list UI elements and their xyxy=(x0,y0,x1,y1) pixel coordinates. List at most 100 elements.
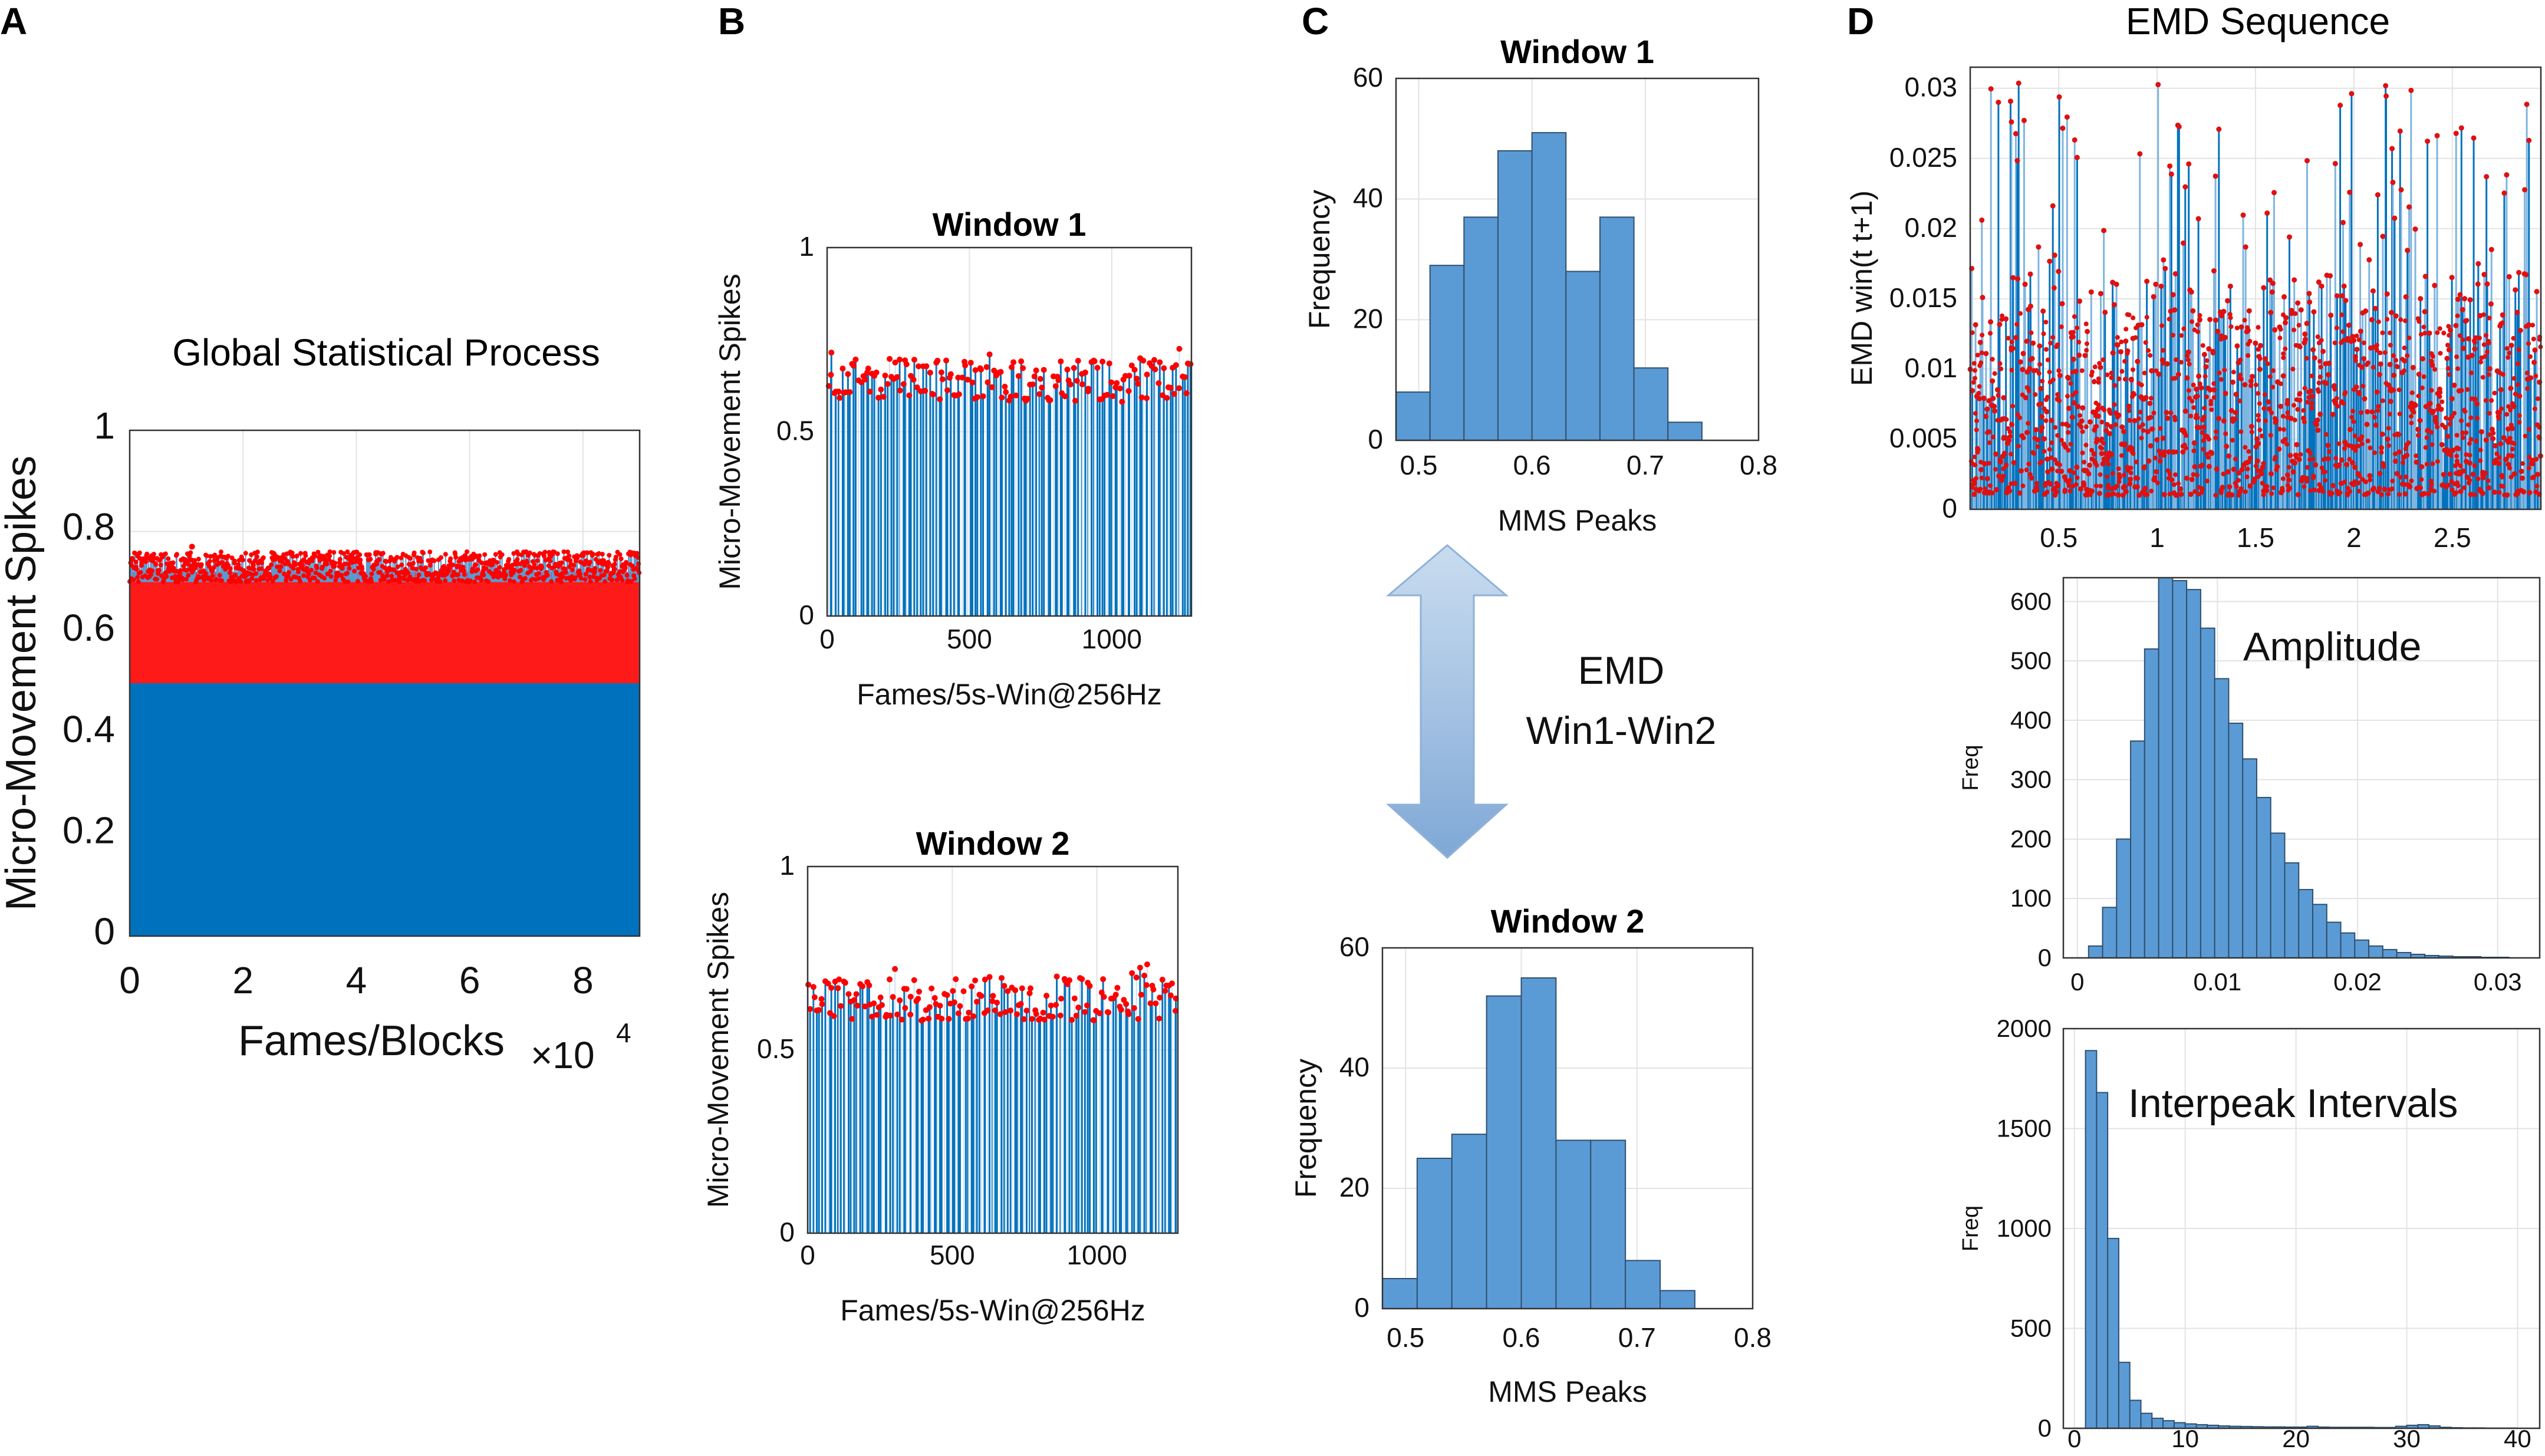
peak-dot xyxy=(2515,382,2520,387)
peak-dot xyxy=(2110,350,2116,356)
y-tick-label: 0.015 xyxy=(1889,282,1957,313)
peak-dot xyxy=(2488,301,2494,307)
peak-dot xyxy=(341,551,347,556)
peak-dot xyxy=(1125,1011,1132,1017)
peak-dot xyxy=(232,558,238,564)
peak-dot xyxy=(1978,460,1984,465)
peak-dot xyxy=(2020,483,2026,489)
peak-dot xyxy=(571,562,577,568)
peak-dot xyxy=(2312,487,2317,493)
peak-dot xyxy=(2302,337,2308,342)
peak-dot xyxy=(2216,416,2222,421)
axes-frame xyxy=(826,246,1193,617)
peak-dot xyxy=(287,570,292,575)
peak-dot xyxy=(2316,279,2322,285)
panel-label-d: D xyxy=(1847,0,1874,42)
peak-dot xyxy=(2218,490,2224,496)
peak-dot xyxy=(2023,395,2029,401)
peak-dot xyxy=(887,355,893,362)
peak-dot xyxy=(2032,451,2037,456)
peak-dot xyxy=(630,563,635,568)
peak-dot xyxy=(894,374,900,380)
peak-dot xyxy=(2460,337,2465,342)
peak-dot xyxy=(2449,414,2455,419)
peak-dot xyxy=(2059,301,2065,307)
peak-dot xyxy=(2434,133,2440,139)
peak-dot xyxy=(395,564,400,569)
peak-dot xyxy=(2012,480,2018,486)
x-axis-label: Fames/Blocks xyxy=(238,1017,505,1065)
peak-dot xyxy=(2347,189,2353,195)
peak-dot xyxy=(632,576,637,581)
peak-dot xyxy=(2459,418,2464,423)
peak-dot xyxy=(2352,433,2358,439)
peak-dot xyxy=(2484,281,2490,287)
peak-dot xyxy=(1993,451,1999,457)
peak-dot xyxy=(1064,366,1071,373)
peak-dot xyxy=(1983,486,1988,492)
peak-dot xyxy=(2376,404,2381,409)
peak-dot xyxy=(867,388,873,395)
peak-dot xyxy=(2092,364,2098,370)
peak-dot xyxy=(2513,391,2518,397)
peak-dot xyxy=(2280,414,2286,419)
peak-dot xyxy=(2465,387,2470,392)
peak-dot xyxy=(915,996,921,1002)
peak-dot xyxy=(2087,419,2093,425)
peak-dot xyxy=(2144,278,2150,284)
peak-dot xyxy=(399,555,404,561)
peak-dot xyxy=(2211,381,2217,386)
peak-dot xyxy=(969,983,975,990)
peak-dot xyxy=(1992,371,1997,376)
peak-dot xyxy=(2367,473,2373,479)
peak-dot xyxy=(2049,417,2055,423)
peak-dot xyxy=(2427,330,2432,336)
peak-dot xyxy=(2315,427,2321,433)
peak-dot xyxy=(828,350,835,356)
peak-dot xyxy=(860,983,866,990)
peak-dot xyxy=(2243,444,2248,450)
peak-dot xyxy=(807,1006,814,1012)
peak-dot xyxy=(2072,137,2078,143)
peak-dot xyxy=(2478,360,2484,365)
peak-dot xyxy=(2309,373,2314,378)
peak-dot xyxy=(253,571,259,576)
peak-dot xyxy=(2471,338,2477,344)
peak-dot xyxy=(2249,429,2254,434)
peak-dot xyxy=(2073,482,2079,487)
peak-dot xyxy=(2468,415,2474,420)
peak-dot xyxy=(2265,361,2270,367)
peak-dot xyxy=(2225,469,2231,475)
peak-dot xyxy=(2257,367,2263,373)
peak-dot xyxy=(2182,409,2188,414)
peak-dot xyxy=(2004,417,2009,422)
peak-dot xyxy=(2298,307,2304,313)
peak-dot xyxy=(2405,248,2411,253)
peak-dot xyxy=(406,570,411,575)
peak-dot xyxy=(2101,228,2107,233)
peak-dot xyxy=(166,556,171,561)
peak-dot xyxy=(2132,418,2138,424)
peak-dot xyxy=(2432,282,2438,288)
peak-dot xyxy=(2365,490,2371,496)
peak-dot xyxy=(2237,375,2243,381)
peak-dot xyxy=(2523,272,2529,278)
peak-dot xyxy=(2087,462,2093,468)
peak-dot xyxy=(944,387,950,393)
peak-dot xyxy=(2444,447,2449,452)
peak-dot xyxy=(532,562,537,567)
peak-dot xyxy=(2481,312,2486,317)
peak-dot xyxy=(2477,335,2482,341)
peak-dot xyxy=(2116,376,2122,381)
chart-title: Window 2 xyxy=(916,825,1070,862)
peak-dot xyxy=(2396,492,2402,497)
peak-dot xyxy=(994,999,1000,1006)
peak-dot xyxy=(2056,268,2062,274)
peak-dot xyxy=(2359,434,2365,439)
peak-dot xyxy=(618,556,624,561)
chart-title: Window 2 xyxy=(1491,902,1645,940)
peak-dot xyxy=(2306,395,2312,400)
peak-dot xyxy=(2192,464,2198,470)
peak-dot xyxy=(2119,453,2125,458)
peak-dot xyxy=(282,571,287,577)
